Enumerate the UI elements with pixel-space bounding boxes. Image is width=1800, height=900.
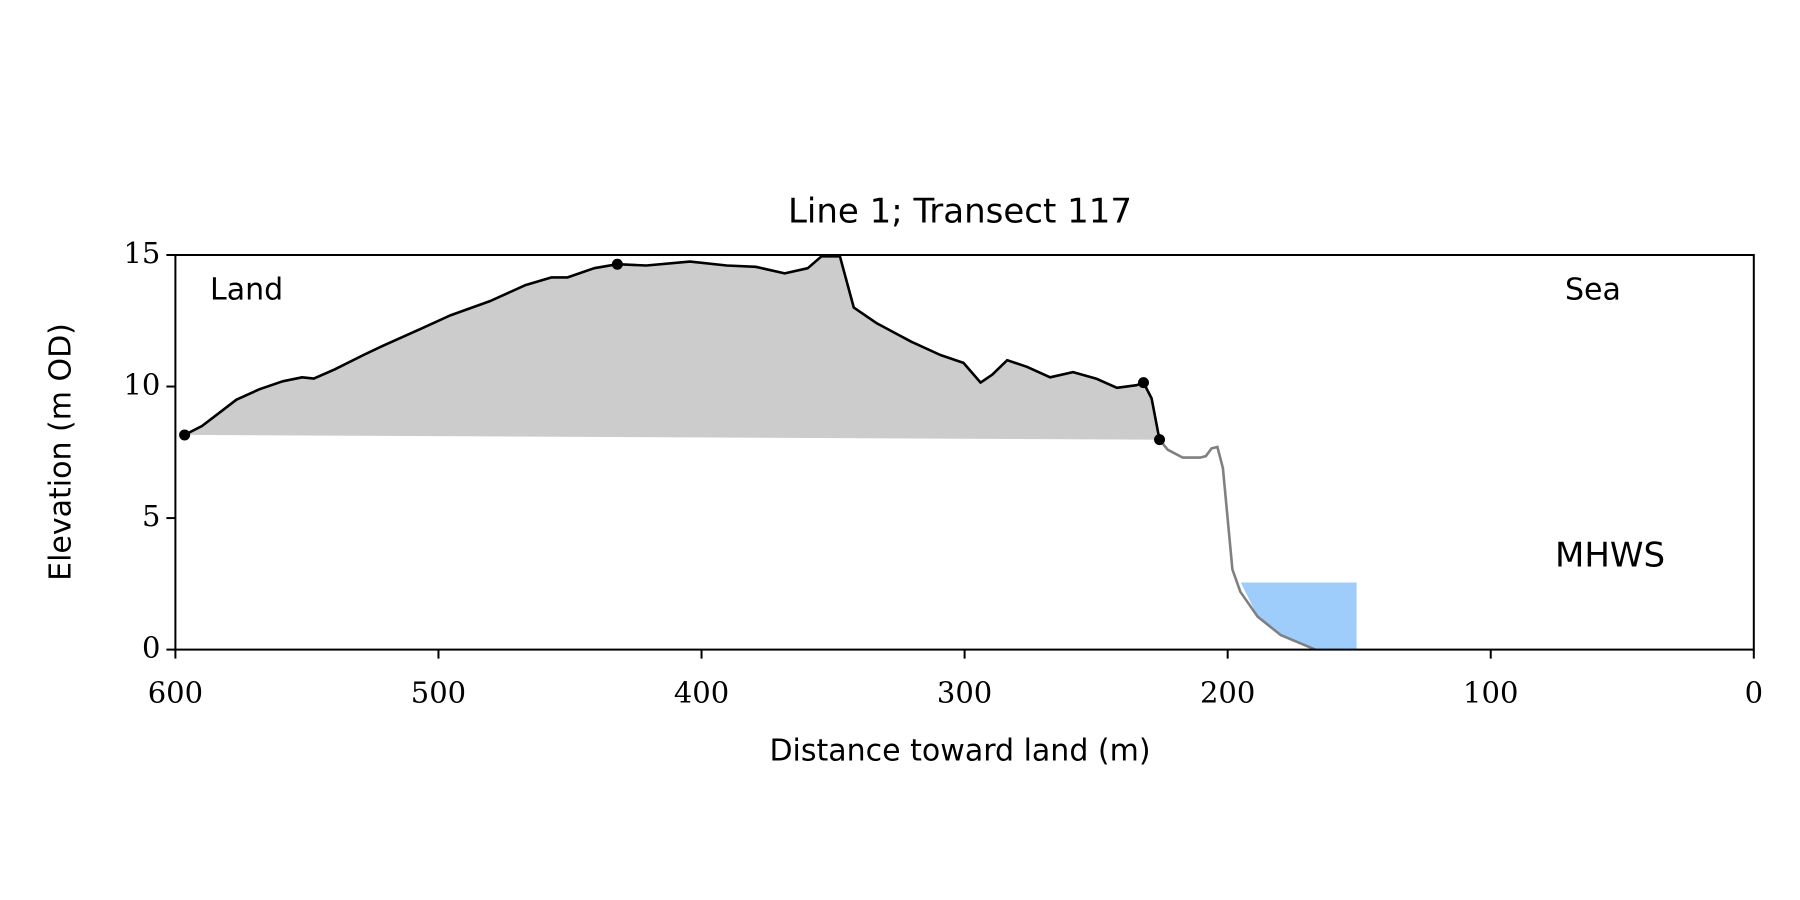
- mhws-label: MHWS: [1555, 536, 1665, 576]
- annotation: Land: [210, 273, 283, 308]
- marker: [179, 429, 191, 441]
- x-tick-label: 200: [1200, 676, 1255, 710]
- seaward-line: [1158, 438, 1316, 651]
- marker: [1154, 434, 1166, 446]
- profile-fill: [184, 256, 1160, 440]
- y-tick-label: 5: [142, 499, 160, 533]
- y-tick-label: 10: [123, 368, 160, 402]
- y-axis-label: Elevation (m OD): [44, 323, 79, 581]
- chart-title: Line 1; Transect 117: [788, 192, 1132, 232]
- axes-frame: [174, 254, 1755, 651]
- y-tick-label: 0: [142, 631, 160, 665]
- marker: [1137, 377, 1149, 389]
- marker: [611, 258, 623, 270]
- annotation: Sea: [1565, 273, 1621, 308]
- x-tick-label: 500: [411, 676, 466, 710]
- x-tick-label: 400: [674, 676, 729, 710]
- x-axis-label: Distance toward land (m): [769, 734, 1150, 769]
- x-tick-label: 100: [1463, 676, 1518, 710]
- y-tick-label: 15: [123, 236, 160, 270]
- x-tick-label: 600: [148, 676, 203, 710]
- mhws-area: [1240, 582, 1357, 650]
- x-tick-label: 300: [937, 676, 992, 710]
- profile-line: [184, 254, 1161, 440]
- x-tick-label: 0: [1745, 676, 1763, 710]
